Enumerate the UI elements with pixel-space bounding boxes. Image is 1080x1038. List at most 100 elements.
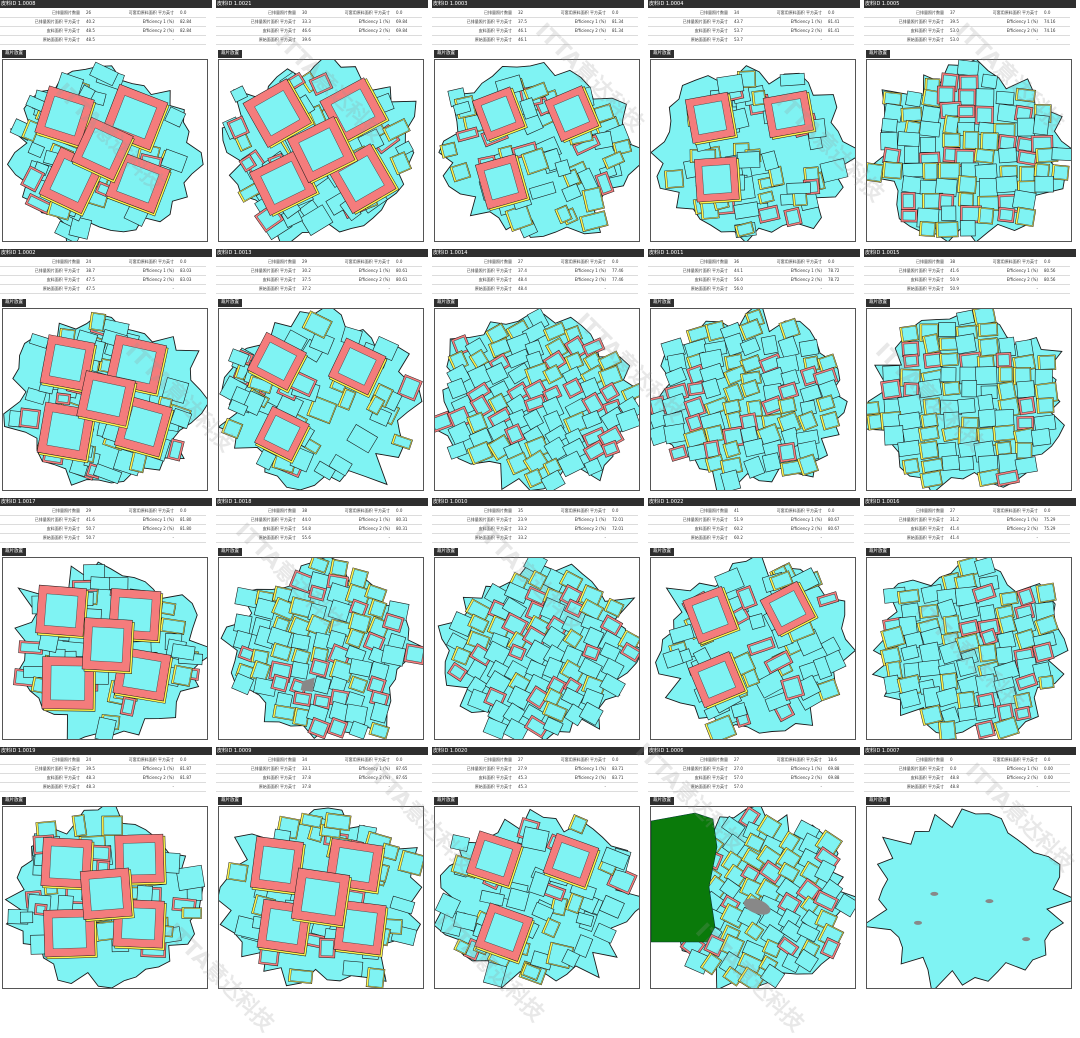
piece xyxy=(342,960,364,977)
nesting-canvas[interactable] xyxy=(2,59,208,242)
nesting-canvas[interactable] xyxy=(218,308,424,491)
stats-row: 原始面面积 平方英寸 37.2 - xyxy=(216,285,422,294)
piece xyxy=(306,395,338,425)
stat-label: 可套用原料面积 平方英寸 xyxy=(128,757,174,762)
piece xyxy=(684,413,705,433)
stat-label: 皮料面积 平方英寸 xyxy=(478,526,512,531)
piece xyxy=(885,660,903,681)
nesting-canvas[interactable] xyxy=(866,308,1072,491)
piece xyxy=(328,453,353,477)
piece xyxy=(919,120,941,138)
piece xyxy=(736,151,761,169)
nesting-canvas[interactable] xyxy=(2,557,208,740)
stat-label: Efficiency 2 (%) xyxy=(1006,28,1038,33)
stat-value: 0.00 xyxy=(1044,775,1053,780)
piece xyxy=(683,427,709,450)
stat-label: 可套用原料面积 平方英寸 xyxy=(560,757,606,762)
panel-header-id: 皮料ID 1.0018 xyxy=(216,498,428,506)
panel-header-id: 皮料ID 1.0003 xyxy=(432,0,644,8)
nesting-canvas[interactable] xyxy=(218,557,424,740)
stat-label: - xyxy=(388,535,390,540)
piece xyxy=(24,193,53,216)
piece xyxy=(504,203,534,232)
stat-value: 57.0 xyxy=(734,784,743,789)
piece xyxy=(68,215,93,240)
piece xyxy=(919,469,943,489)
hide-panel: 皮料ID 1.0003 已排量照片数量 32 可套用原料面积 平方英寸 0.0 已排量照片… xyxy=(432,0,648,249)
stats-row: 皮料面积 平方英寸 53.0 Efficiency 2 (%) 74.16 xyxy=(864,27,1070,36)
piece xyxy=(739,337,761,357)
stat-label: Efficiency 2 (%) xyxy=(790,277,822,282)
piece xyxy=(981,73,998,90)
piece xyxy=(619,641,639,663)
stat-value: 69.84 xyxy=(396,28,408,33)
piece xyxy=(1033,162,1050,179)
piece xyxy=(344,703,368,725)
stat-value: 69.88 xyxy=(828,766,840,771)
stat-label: 皮料面积 平方英寸 xyxy=(478,28,512,33)
stat-value: 0.0 xyxy=(612,10,619,15)
piece xyxy=(579,598,605,621)
nesting-canvas[interactable] xyxy=(650,557,856,740)
stats-row: 皮料面积 平方英寸 53.7 Efficiency 2 (%) 81.41 xyxy=(648,27,854,36)
piece xyxy=(977,195,1000,211)
piece xyxy=(348,658,373,678)
stats-row: 已排量照片数量 24 可套用原料面积 平方英寸 0.0 xyxy=(0,258,206,267)
nesting-canvas[interactable] xyxy=(866,557,1072,740)
piece xyxy=(88,311,107,332)
nesting-canvas[interactable] xyxy=(866,806,1072,989)
nesting-canvas[interactable] xyxy=(434,557,640,740)
piece xyxy=(974,703,996,722)
stat-value: 83.03 xyxy=(180,277,192,282)
piece xyxy=(606,865,638,895)
nesting-canvas[interactable] xyxy=(650,308,856,491)
stat-value: 35 xyxy=(518,508,524,513)
piece xyxy=(883,674,901,695)
piece xyxy=(995,469,1020,487)
stat-label: Efficiency 1 (%) xyxy=(358,517,390,522)
piece xyxy=(523,468,545,489)
piece xyxy=(922,333,941,355)
stat-label: 已排量照片数量 xyxy=(268,10,296,15)
piece xyxy=(565,892,585,915)
piece xyxy=(221,417,244,440)
piece xyxy=(904,145,920,164)
nesting-canvas[interactable] xyxy=(218,59,424,242)
nesting-canvas[interactable] xyxy=(218,806,424,989)
piece xyxy=(246,331,308,394)
hide-panel: 皮料ID 1.0010 已排量照片数量 35 可套用原料面积 平方英寸 0.0 已排量照片… xyxy=(432,498,648,747)
piece xyxy=(380,644,407,667)
piece xyxy=(301,310,333,339)
stat-value: 69.88 xyxy=(828,775,840,780)
stat-value: 0.00 xyxy=(1044,766,1053,771)
piece xyxy=(226,115,250,140)
piece xyxy=(579,210,609,233)
stat-label: 已排量照片数量 xyxy=(484,508,512,513)
piece xyxy=(93,463,123,485)
nesting-canvas[interactable] xyxy=(434,806,640,989)
piece xyxy=(389,895,416,915)
nesting-canvas[interactable] xyxy=(650,806,856,989)
piece xyxy=(903,382,920,398)
piece xyxy=(230,85,248,103)
stats-row: 皮料面积 平方英寸 48.3 Efficiency 2 (%) 81.87 xyxy=(0,774,206,783)
piece xyxy=(501,612,529,639)
piece xyxy=(1014,705,1032,722)
nesting-canvas[interactable] xyxy=(866,59,1072,242)
piece xyxy=(446,377,468,400)
piece xyxy=(1017,396,1036,416)
nesting-canvas[interactable] xyxy=(650,59,856,242)
piece xyxy=(738,807,761,830)
nesting-canvas[interactable] xyxy=(2,806,208,989)
piece xyxy=(1051,147,1071,162)
nesting-canvas[interactable] xyxy=(2,308,208,491)
nesting-canvas[interactable] xyxy=(434,59,640,242)
stat-label: - xyxy=(820,286,822,291)
piece xyxy=(979,627,999,647)
piece xyxy=(917,425,940,442)
nesting-canvas[interactable] xyxy=(434,308,640,491)
piece xyxy=(519,97,539,120)
piece xyxy=(777,396,797,415)
stat-label: Efficiency 1 (%) xyxy=(142,19,174,24)
stat-value: 50.7 xyxy=(86,526,95,531)
